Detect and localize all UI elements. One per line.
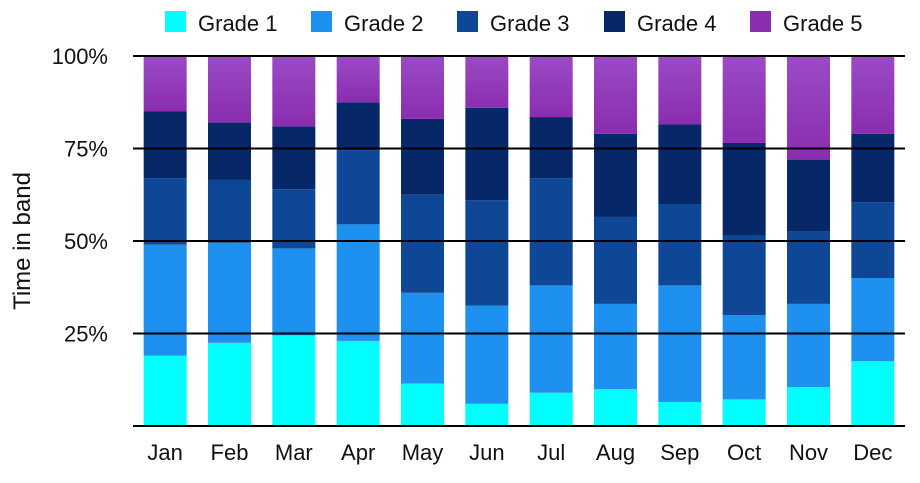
bar-segment-grade-3-jan (143, 178, 187, 245)
legend: Grade 1 Grade 2 Grade 3 Grade 4 Grade 5 (165, 11, 863, 36)
bar-segment-grade-5-nov (787, 56, 830, 160)
x-tick-label: Jul (537, 440, 565, 465)
legend-swatch (457, 11, 478, 32)
legend-label: Grade 1 (198, 11, 278, 36)
y-tick-label: 50% (64, 229, 108, 254)
legend-label: Grade 3 (490, 11, 570, 36)
bar-segment-grade-2-may (401, 292, 444, 384)
bar-segment-grade-2-mar (272, 248, 316, 336)
legend-label: Grade 4 (637, 11, 717, 36)
x-tick-label: Sep (660, 440, 699, 465)
legend-item-grade-4: Grade 4 (604, 11, 717, 36)
bar-segment-grade-2-oct (722, 315, 766, 400)
bar-segment-grade-2-apr (336, 224, 380, 341)
bar-segment-grade-4-dec (851, 133, 895, 203)
bar-segment-grade-5-jan (143, 56, 187, 112)
bar-segment-grade-3-jun (465, 200, 509, 306)
legend-swatch (165, 11, 186, 32)
bar-segment-grade-5-feb (208, 56, 251, 123)
x-tick-label: Jun (469, 440, 504, 465)
bar-segment-grade-3-aug (594, 216, 637, 304)
bar-segment-grade-4-jun (465, 107, 509, 201)
bar-segment-grade-4-feb (208, 122, 251, 180)
x-tick-label: Mar (275, 440, 313, 465)
grid (133, 55, 905, 427)
y-tick-label: 75% (64, 137, 108, 162)
bar-segment-grade-1-nov (787, 387, 830, 426)
x-tick-label: Aug (596, 440, 635, 465)
bar-segment-grade-1-may (401, 383, 444, 426)
bar-segment-grade-5-mar (272, 56, 316, 127)
legend-swatch (311, 11, 332, 32)
legend-item-grade-1: Grade 1 (165, 11, 278, 36)
legend-item-grade-5: Grade 5 (750, 11, 863, 36)
bar-segment-grade-4-may (401, 118, 444, 195)
bar-segment-grade-1-feb (208, 342, 251, 426)
x-tick-label: Nov (789, 440, 828, 465)
bar-segment-grade-3-oct (722, 235, 766, 315)
x-tick-label: May (402, 440, 444, 465)
bar-segment-grade-2-jul (529, 285, 573, 393)
bar-segment-grade-1-jul (529, 392, 573, 426)
bar-segment-grade-3-sep (658, 204, 702, 286)
bars (143, 56, 895, 426)
legend-label: Grade 5 (783, 11, 863, 36)
bar-segment-grade-3-jul (529, 178, 573, 286)
bar-segment-grade-4-jan (143, 111, 187, 179)
bar-segment-grade-3-may (401, 194, 444, 293)
y-tick-label: 25% (64, 322, 108, 347)
bar-segment-grade-4-oct (722, 142, 766, 236)
legend-item-grade-2: Grade 2 (311, 11, 424, 36)
bar-segment-grade-2-sep (658, 285, 702, 402)
y-axis: 25% 50% 75% 100% (52, 44, 108, 347)
x-tick-label: Apr (341, 440, 375, 465)
bar-segment-grade-2-feb (208, 242, 251, 343)
bar-segment-grade-1-dec (851, 361, 895, 426)
x-tick-label: Jan (147, 440, 182, 465)
legend-swatch (750, 11, 771, 32)
bar-segment-grade-1-sep (658, 401, 702, 426)
x-tick-label: Dec (853, 440, 892, 465)
bar-segment-grade-2-jan (143, 244, 187, 356)
bar-segment-grade-5-may (401, 56, 444, 119)
bar-segment-grade-4-mar (272, 126, 316, 190)
bar-segment-grade-4-nov (787, 159, 830, 232)
bar-segment-grade-3-mar (272, 189, 316, 249)
bar-segment-grade-4-sep (658, 124, 702, 204)
bar-segment-grade-2-nov (787, 303, 830, 388)
bar-segment-grade-4-aug (594, 133, 637, 217)
bar-segment-grade-1-mar (272, 335, 316, 426)
y-axis-title: Time in band (9, 172, 36, 310)
bar-segment-grade-5-apr (336, 56, 380, 103)
bar-segment-grade-4-apr (336, 102, 380, 151)
bar-segment-grade-3-nov (787, 231, 830, 304)
legend-label: Grade 2 (344, 11, 424, 36)
x-axis: Jan Feb Mar Apr May Jun Jul Aug Sep Oct Nov Dec (147, 440, 892, 465)
bar-segment-grade-3-feb (208, 179, 251, 243)
bar-segment-grade-5-sep (658, 56, 702, 125)
bar-segment-grade-5-oct (722, 56, 766, 143)
x-tick-label: Oct (727, 440, 761, 465)
bar-segment-grade-1-jan (143, 355, 187, 426)
bar-segment-grade-2-jun (465, 305, 509, 404)
bar-segment-grade-2-aug (594, 303, 637, 389)
bar-segment-grade-5-jun (465, 56, 509, 108)
bar-segment-grade-1-jun (465, 403, 509, 426)
bar-segment-grade-1-apr (336, 340, 380, 426)
bar-segment-grade-5-dec (851, 56, 895, 134)
bar-segment-grade-5-aug (594, 56, 637, 134)
bar-segment-grade-1-oct (722, 399, 766, 426)
bar-segment-grade-1-aug (594, 389, 637, 426)
bar-segment-grade-2-dec (851, 278, 895, 362)
bar-segment-grade-5-jul (529, 56, 573, 118)
bar-segment-grade-3-apr (336, 150, 380, 225)
x-tick-label: Feb (211, 440, 249, 465)
legend-item-grade-3: Grade 3 (457, 11, 570, 36)
y-tick-label: 100% (52, 44, 108, 69)
legend-swatch (604, 11, 625, 32)
